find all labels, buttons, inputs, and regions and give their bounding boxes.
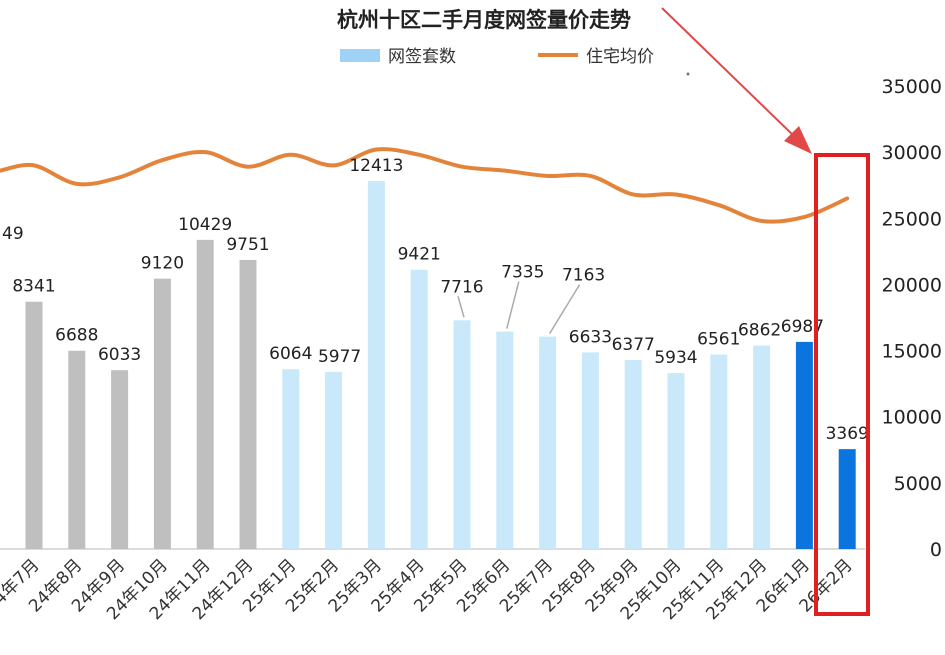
data-label: 6064 <box>269 344 312 364</box>
bar-5 <box>196 239 214 549</box>
bar-12 <box>496 331 514 549</box>
y-tick-label: 10000 <box>882 407 942 429</box>
y-tick-label: 25000 <box>882 208 942 230</box>
bar-11 <box>453 320 471 549</box>
bar-7 <box>282 369 300 549</box>
data-label: 5934 <box>654 348 697 368</box>
data-label: 7716 <box>440 277 483 297</box>
bar-6 <box>239 259 257 549</box>
bar-1 <box>25 301 43 549</box>
data-label: 7335 <box>501 263 544 283</box>
data-label: 6633 <box>569 327 612 347</box>
data-label: 6987 <box>781 317 824 337</box>
data-label: 6561 <box>697 330 740 350</box>
data-label: 3369 <box>826 424 869 444</box>
bar-13 <box>539 336 557 549</box>
bar-2 <box>68 350 86 549</box>
legend-swatch-bar <box>340 49 380 62</box>
y-tick-label: 35000 <box>882 76 942 98</box>
annotation-arrow <box>661 7 812 154</box>
legend: 网签套数 住宅均价 <box>340 47 654 67</box>
leader-line <box>506 281 520 329</box>
legend-label-line: 住宅均价 <box>586 47 654 67</box>
y-tick-label: 20000 <box>882 274 942 296</box>
data-label: 7163 <box>562 266 605 286</box>
y-tick-label: 5000 <box>894 473 942 495</box>
data-label: 9751 <box>226 235 269 255</box>
bar-14 <box>581 352 599 549</box>
bar-17 <box>710 354 728 549</box>
data-label: 6377 <box>612 335 655 355</box>
bar-16 <box>667 373 685 549</box>
bar-3 <box>111 370 129 549</box>
bar-8 <box>325 371 343 549</box>
speck-dot <box>686 72 690 76</box>
data-label: 10429 <box>178 215 232 235</box>
highlight-box <box>814 153 870 616</box>
bar-15 <box>624 359 642 549</box>
price-line <box>0 147 850 224</box>
data-label: 12413 <box>349 156 403 176</box>
leader-line <box>457 296 465 318</box>
legend-label-bar: 网签套数 <box>388 47 456 67</box>
y-tick-label: 15000 <box>882 341 942 363</box>
bar-4 <box>153 278 171 549</box>
data-label: 6688 <box>55 326 98 346</box>
data-label: 9120 <box>141 254 184 274</box>
bar-19 <box>795 341 813 549</box>
leader-line <box>548 284 581 335</box>
data-label: 5977 <box>318 347 361 367</box>
y-tick-labels-group: 0 5000 10000 15000 20000 25000 30000 35000 <box>882 76 942 561</box>
bars-group <box>25 181 856 549</box>
y-tick-label: 30000 <box>882 142 942 164</box>
leader-lines-group <box>457 281 581 335</box>
bar-20 <box>838 449 856 549</box>
data-label: 9421 <box>398 245 441 265</box>
data-label: 6033 <box>98 345 141 365</box>
bar-10 <box>410 269 428 549</box>
bar-9 <box>367 181 385 549</box>
bar-18 <box>753 345 771 549</box>
data-label-partial: 49 <box>2 224 24 244</box>
data-label: 8341 <box>12 277 55 297</box>
x-tick-labels-group: 24年7月24年8月24年9月24年10月24年11月24年12月25年1月25… <box>0 555 857 624</box>
data-label: 6862 <box>738 321 781 341</box>
y-tick-label: 0 <box>930 539 942 561</box>
chart-title: 杭州十区二手月度网签量价走势 <box>337 8 631 32</box>
